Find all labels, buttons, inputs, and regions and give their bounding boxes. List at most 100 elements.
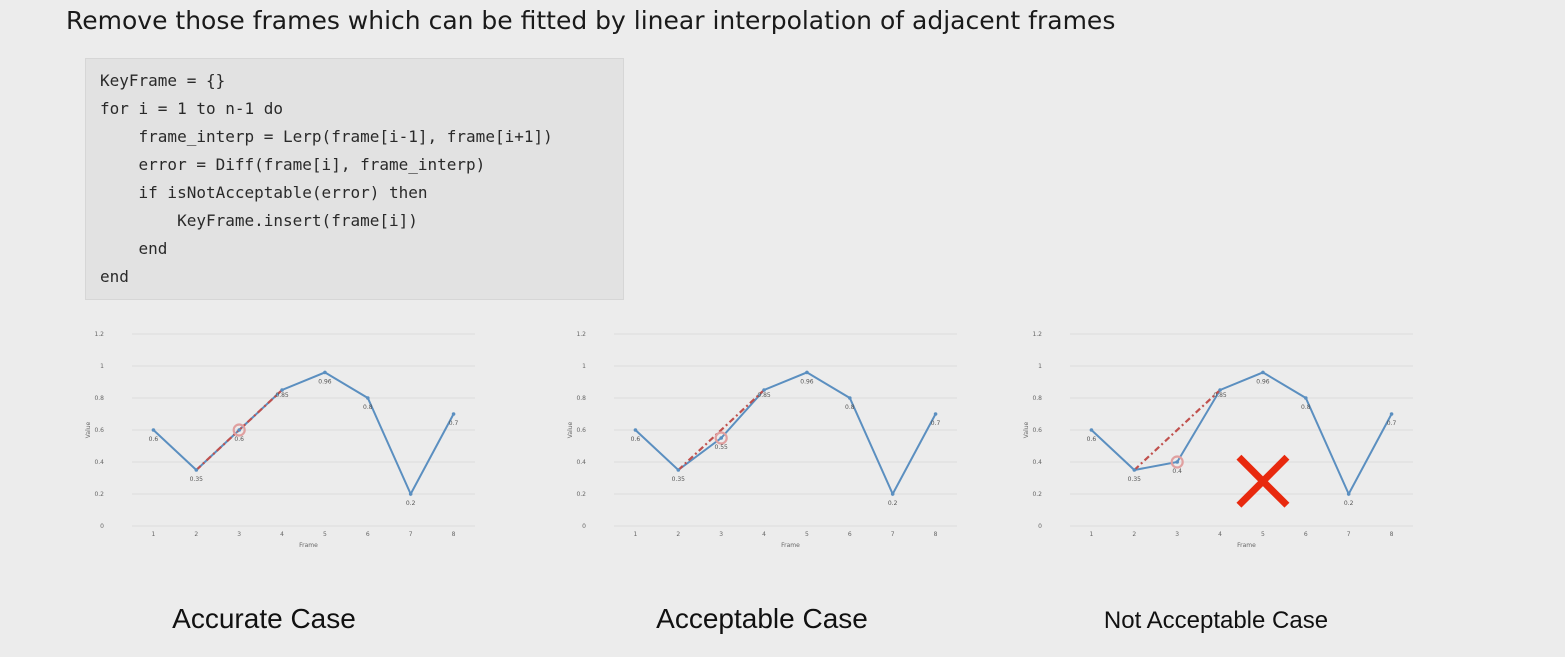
data-point <box>1089 428 1094 432</box>
y-tick-label: 1.2 <box>576 331 586 338</box>
data-point <box>280 388 284 392</box>
y-axis-label: Value <box>567 421 574 438</box>
data-label: 0.2 <box>406 500 416 507</box>
y-tick-label: 0.8 <box>576 395 586 402</box>
data-label: 0.8 <box>845 404 855 411</box>
data-point <box>1304 396 1308 400</box>
slide-title: Remove those frames which can be fitted … <box>66 6 1116 35</box>
highlight-marker <box>232 423 246 437</box>
data-label: 0.7 <box>449 420 459 427</box>
data-point <box>848 396 852 400</box>
code-block: KeyFrame = {} for i = 1 to n-1 do frame_… <box>85 58 624 300</box>
x-tick-label: 6 <box>366 531 370 538</box>
x-tick-label: 4 <box>280 531 284 538</box>
x-tick-label: 1 <box>152 531 156 538</box>
caption-accurate-case: Accurate Case <box>172 603 356 634</box>
x-tick-label: 5 <box>1261 531 1265 538</box>
y-tick-label: 0 <box>1038 523 1042 530</box>
data-label: 0.6 <box>234 436 244 443</box>
data-label: 0.96 <box>1256 378 1270 385</box>
data-label: 0.6 <box>631 436 641 443</box>
y-tick-label: 0.4 <box>576 459 586 466</box>
chart-not-acceptable-svg: 00.20.40.60.811.21 2 3 4 5 6 7 8FrameValue0.60.… <box>1023 331 1413 549</box>
x-tick-label: 2 <box>194 531 198 538</box>
y-tick-label: 0.6 <box>576 427 586 434</box>
reject-cross-stroke <box>1236 454 1290 508</box>
x-tick-label: 3 <box>237 531 241 538</box>
chart-acceptable: 0 0.2 0.4 0.6 0.8 1 1.2 1 2 3 4 5 6 7 8 Frame Value 0.6 0.… <box>552 318 992 563</box>
x-tick-label: 4 <box>762 531 766 538</box>
interpolation-line <box>1133 389 1221 471</box>
x-tick-label: 8 <box>934 531 938 538</box>
code-line: error = Diff(frame[i], frame_interp) <box>100 155 486 174</box>
data-label: 0.2 <box>888 500 898 507</box>
caption-not-acceptable-case: Not Acceptable Case <box>1103 607 1329 634</box>
data-label: 0.6 <box>1087 436 1097 443</box>
data-point <box>151 428 156 432</box>
x-tick-label: 2 <box>676 531 680 538</box>
data-label: 0.35 <box>672 476 686 483</box>
y-tick-label: 0.8 <box>94 395 104 402</box>
data-point <box>408 492 413 496</box>
series-line <box>1090 371 1393 497</box>
x-tick-label: 5 <box>323 531 327 538</box>
data-point <box>1132 468 1137 472</box>
x-tick-label: 3 <box>1175 531 1179 538</box>
data-point <box>1389 412 1394 416</box>
highlight-marker <box>714 431 728 445</box>
x-tick-label: 6 <box>1304 531 1308 538</box>
chart-not-acceptable: 0 0.2 0.4 0.6 0.8 1 1.2 1 2 3 4 5 6 7 8 Frame Value 0.6 0.… <box>1008 318 1448 563</box>
code-line: if isNotAcceptable(error) then <box>100 183 428 202</box>
y-tick-label: 0.6 <box>1032 427 1042 434</box>
x-tick-label: 7 <box>1347 531 1351 538</box>
data-point <box>890 492 895 496</box>
x-tick-label: 7 <box>891 531 895 538</box>
data-point <box>1346 492 1351 496</box>
code-line: frame_interp = Lerp(frame[i-1], frame[i+… <box>100 127 553 146</box>
data-label: 0.8 <box>1301 404 1311 411</box>
x-tick-label: 1 <box>1090 531 1094 538</box>
data-label: 0.7 <box>1387 420 1397 427</box>
x-tick-label: 6 <box>848 531 852 538</box>
chart-acceptable-svg: 00.20.40.60.811.21 2 3 4 5 6 7 8FrameValue0.60.… <box>567 331 957 549</box>
data-label: 0.85 <box>757 392 771 399</box>
data-point <box>1175 460 1179 464</box>
highlight-marker <box>1170 455 1184 469</box>
data-point <box>933 412 938 416</box>
x-axis-label: Frame <box>781 542 800 549</box>
x-tick-label: 4 <box>1218 531 1222 538</box>
data-label: 0.85 <box>1213 392 1227 399</box>
x-tick-label: 8 <box>452 531 456 538</box>
y-tick-label: 1 <box>100 363 104 370</box>
data-label: 0.35 <box>190 476 204 483</box>
data-label: 0.7 <box>931 420 941 427</box>
y-tick-label: 0.2 <box>576 491 586 498</box>
chart-accurate: 0 0.2 0.4 0.6 0.8 1 1.2 1 2 3 4 5 6 7 8 Frame Value 0.6 0.… <box>70 318 510 563</box>
y-tick-label: 0.8 <box>1032 395 1042 402</box>
interpolation-line <box>677 389 765 471</box>
chart-accurate-svg: 00.20.40.60.811.21 2 3 4 5 6 7 8FrameValue0.60.… <box>85 331 475 549</box>
data-label: 0.85 <box>275 392 289 399</box>
data-point <box>194 468 199 472</box>
y-tick-label: 0.4 <box>1032 459 1042 466</box>
y-tick-label: 1.2 <box>1032 331 1042 338</box>
y-tick-label: 0.6 <box>94 427 104 434</box>
x-tick-label: 2 <box>1132 531 1136 538</box>
y-tick-label: 1 <box>582 363 586 370</box>
data-label: 0.96 <box>318 378 332 385</box>
y-tick-label: 0 <box>100 523 104 530</box>
y-axis-label: Value <box>1023 421 1030 438</box>
x-tick-label: 1 <box>634 531 638 538</box>
data-label: 0.35 <box>1128 476 1142 483</box>
code-line: KeyFrame.insert(frame[i]) <box>100 211 418 230</box>
data-point <box>1218 388 1222 392</box>
data-point <box>805 370 809 375</box>
code-line: end <box>100 239 168 258</box>
data-label: 0.96 <box>800 378 814 385</box>
data-point <box>762 388 766 392</box>
y-tick-label: 0.2 <box>1032 491 1042 498</box>
y-tick-label: 0.2 <box>94 491 104 498</box>
y-tick-label: 0.4 <box>94 459 104 466</box>
data-label: 0.2 <box>1344 500 1354 507</box>
data-point <box>323 370 327 375</box>
